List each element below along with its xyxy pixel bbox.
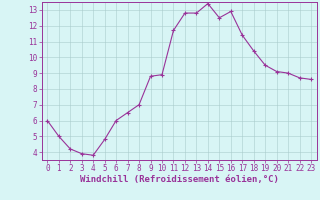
X-axis label: Windchill (Refroidissement éolien,°C): Windchill (Refroidissement éolien,°C) [80, 175, 279, 184]
